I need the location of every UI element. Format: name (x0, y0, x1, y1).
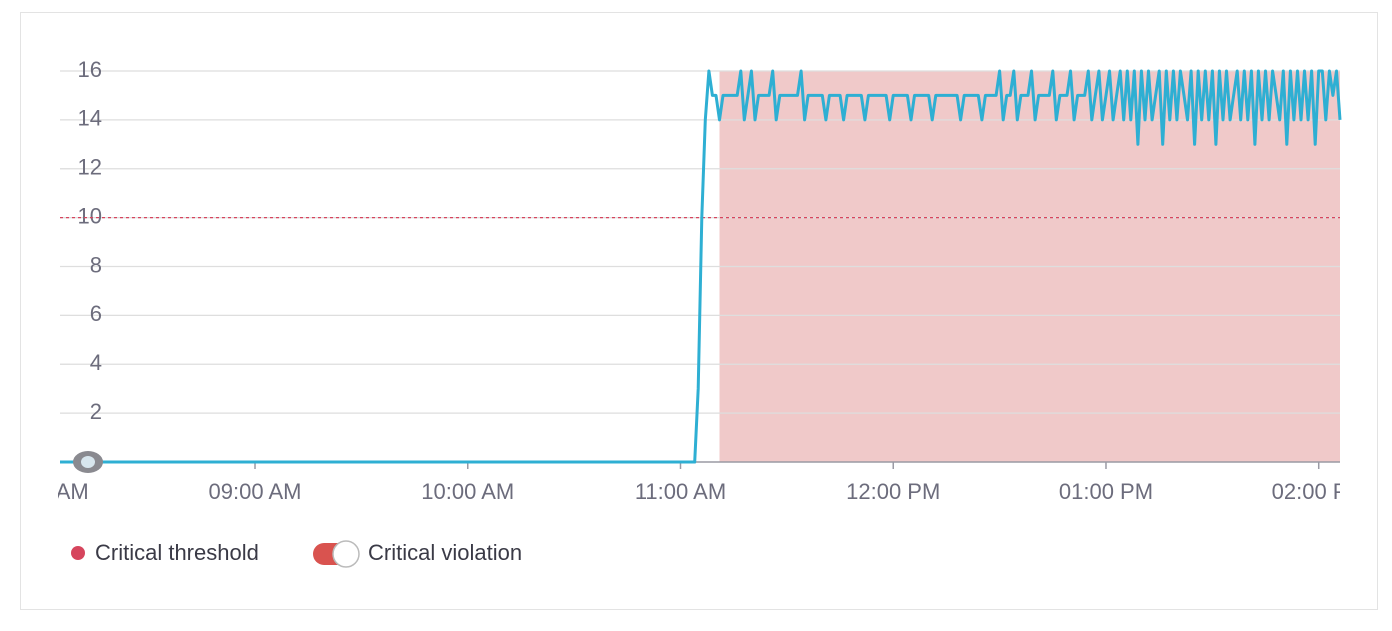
legend-dot (71, 546, 85, 560)
legend: Critical threshold Critical violation (71, 540, 522, 568)
x-tick-label: 09:00 AM (209, 479, 302, 504)
plot: 2 4 6 8 10 12 14 16 (60, 57, 1342, 473)
y-tick-label: 14 (78, 106, 102, 131)
x-tick-label: 10:00 AM (421, 479, 514, 504)
x-tick-label: 02:00 PM (1272, 479, 1366, 504)
toggle-knob[interactable] (332, 540, 360, 568)
y-tick-label: 4 (90, 350, 102, 375)
x-axis-labels: 08:00 AM 09:00 AM 10:00 AM 11:00 AM 12:00 PM… (0, 479, 1366, 504)
start-marker-inner (81, 456, 95, 468)
y-tick-label: 6 (90, 301, 102, 326)
y-tick-label: 2 (90, 399, 102, 424)
legend-label: Critical threshold (95, 540, 259, 565)
y-tick-label: 10 (78, 203, 102, 228)
y-tick-label: 16 (78, 57, 102, 82)
x-tick-label: 12:00 PM (846, 479, 940, 504)
x-tick-label: 11:00 AM (635, 479, 726, 504)
data-line (60, 69, 1342, 464)
x-tick-label: 08:00 AM (0, 479, 89, 504)
x-tick-label: 01:00 PM (1059, 479, 1153, 504)
y-tick-label: 8 (90, 252, 102, 277)
y-tick-label: 12 (78, 155, 102, 180)
legend-label: Critical violation (368, 540, 522, 565)
toggle[interactable] (313, 540, 360, 568)
